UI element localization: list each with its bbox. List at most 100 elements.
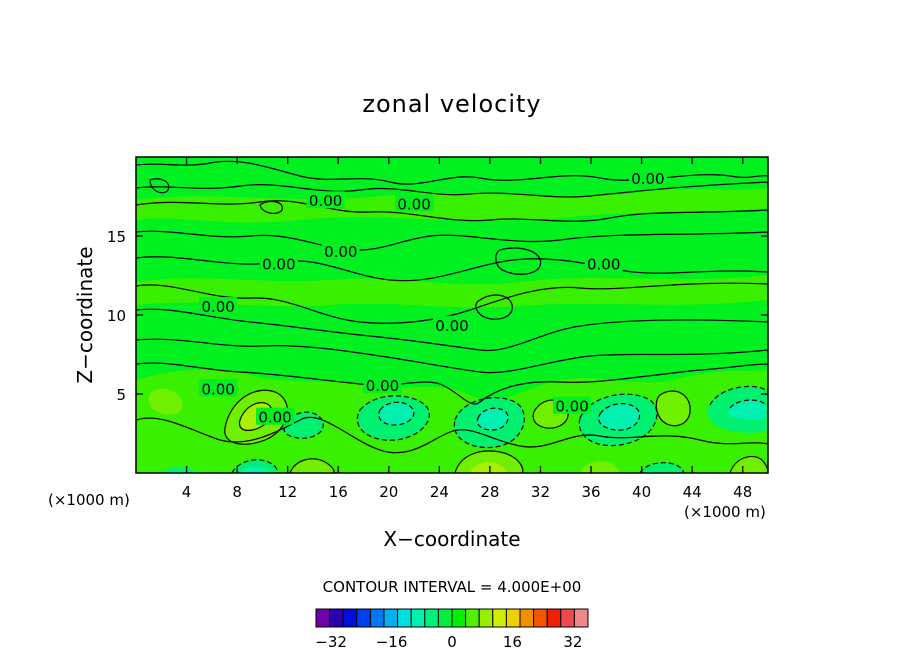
contour-line <box>356 395 430 441</box>
colorbar-swatch <box>492 608 507 628</box>
colorbar-swatch <box>342 608 358 628</box>
field-patch <box>470 462 507 473</box>
x-tick-label: 40 <box>632 483 651 501</box>
contour-label: 0.00 <box>397 195 430 213</box>
field-patch <box>290 458 335 473</box>
contour-line <box>136 230 768 251</box>
plot-area <box>136 157 768 473</box>
contour-line <box>231 459 278 473</box>
contour-label-bg <box>256 407 295 425</box>
y-tick-label: 15 <box>107 228 126 246</box>
contour-line <box>655 390 691 427</box>
contour-label-bg <box>395 194 434 212</box>
contour-interval-text: CONTOUR INTERVAL = 4.000E+00 <box>323 578 582 596</box>
contour-label: 0.00 <box>324 243 357 261</box>
contour-line <box>136 416 768 454</box>
field-patch <box>598 403 640 431</box>
field-patch <box>656 391 691 426</box>
field-patch <box>136 188 768 223</box>
chart-title: zonal velocity <box>362 90 541 118</box>
field-patch <box>148 388 183 415</box>
colorbar-tick-label: 0 <box>447 633 457 651</box>
contour-label: 0.00 <box>587 255 620 273</box>
field-patch <box>477 408 509 430</box>
contour-label: 0.00 <box>435 317 468 335</box>
contour-label-bg <box>259 254 298 272</box>
x-unit-left: (×1000 m) <box>48 491 130 509</box>
y-axis-label: Z−coordinate <box>73 246 97 383</box>
contour-label: 0.00 <box>309 192 342 210</box>
contour-label: 0.00 <box>555 398 588 416</box>
colorbar-tick-label: −32 <box>315 633 347 651</box>
colorbar-tick-label: −16 <box>376 633 408 651</box>
field-patch <box>378 402 414 425</box>
x-tick-label: 8 <box>232 483 242 501</box>
contour-label-bg <box>584 254 623 272</box>
contour-line <box>495 247 542 275</box>
contour-line <box>136 181 768 198</box>
x-tick-label: 20 <box>379 483 398 501</box>
contour-label: 0.00 <box>201 298 234 316</box>
field-patch <box>455 450 523 473</box>
colorbar <box>315 608 589 628</box>
x-tick-label: 44 <box>683 483 702 501</box>
x-tick-label: 48 <box>733 483 752 501</box>
contour-line <box>259 200 283 215</box>
contour-label-bg <box>433 316 471 334</box>
contour-line <box>136 308 768 352</box>
colorbar-swatch <box>519 608 535 628</box>
colorbar-swatch <box>505 608 521 628</box>
colorbar-swatch <box>424 608 439 628</box>
contour-label-bg <box>363 376 402 394</box>
contour-line <box>283 411 324 439</box>
contour-line <box>453 397 525 449</box>
contour-line <box>476 407 509 431</box>
contour-line <box>136 200 768 222</box>
contour-label-bg <box>628 169 667 187</box>
y-tick-label: 5 <box>116 386 126 404</box>
colorbar-swatch <box>410 608 426 628</box>
contour-line <box>578 393 658 447</box>
x-tick-label: 32 <box>531 483 550 501</box>
colorbar-swatch <box>369 608 385 628</box>
contour-line <box>289 458 335 473</box>
colorbar-swatch <box>560 608 575 628</box>
contour-label-bg <box>199 297 238 315</box>
field-patch <box>640 462 684 473</box>
contour-label: 0.00 <box>262 255 295 273</box>
x-tick-label: 4 <box>182 483 192 501</box>
contour-label: 0.00 <box>201 380 234 398</box>
contour-line <box>136 362 768 405</box>
contour-label-bg <box>306 191 345 209</box>
x-tick-label: 36 <box>581 483 600 501</box>
contour-label: 0.00 <box>366 377 399 395</box>
colorbar-swatch <box>533 608 548 628</box>
field-patch <box>580 461 620 473</box>
contour-line <box>136 256 768 282</box>
contour-line <box>454 450 524 473</box>
x-tick-label: 16 <box>329 483 348 501</box>
field-patch <box>136 275 768 308</box>
colorbar-swatch <box>451 608 467 628</box>
colorbar-swatch <box>546 608 562 628</box>
colorbar-swatch <box>465 608 480 628</box>
colorbar-swatch <box>573 608 589 628</box>
colorbar-swatch <box>383 608 399 628</box>
contour-label: 0.00 <box>631 170 664 188</box>
colorbar-tick-label: 32 <box>563 633 582 651</box>
field-patch <box>728 400 766 421</box>
colorbar-swatch <box>315 608 331 628</box>
contour-line <box>136 338 768 374</box>
field-patch <box>136 369 768 473</box>
x-tick-label: 24 <box>430 483 449 501</box>
x-tick-label: 28 <box>480 483 499 501</box>
contour-line <box>598 403 641 431</box>
colorbar-swatch <box>397 608 412 628</box>
contour-line <box>149 178 170 194</box>
contour-label-bg <box>321 241 360 259</box>
contour-line <box>475 294 513 320</box>
contour-line <box>378 401 415 426</box>
colorbar-swatch <box>437 608 453 628</box>
contour-line <box>136 160 768 185</box>
